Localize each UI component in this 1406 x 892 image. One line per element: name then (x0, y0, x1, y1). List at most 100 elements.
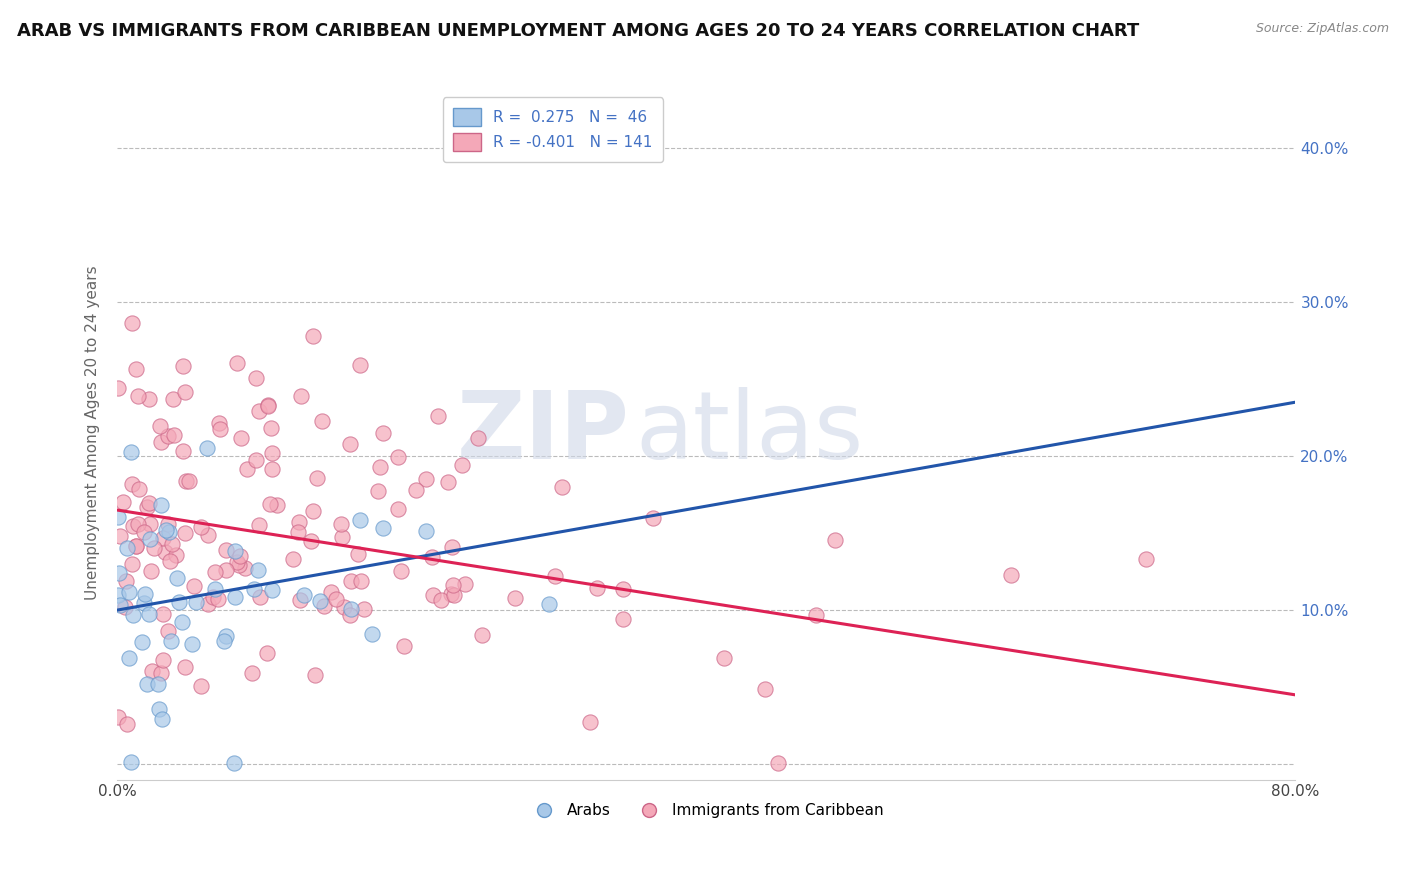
Point (249, 590, 271, 604)
Point (120, 445, 142, 459)
Point (339, 437, 361, 451)
Point (157, 429, 180, 443)
Point (437, 475, 460, 489)
Point (249, 404, 271, 418)
Point (121, 477, 143, 491)
Point (162, 392, 184, 406)
Point (160, 536, 183, 550)
Point (228, 558, 250, 572)
Point (115, 574, 138, 588)
Point (138, 392, 160, 406)
Point (170, 615, 193, 629)
Point (215, 629, 238, 643)
Point (118, 650, 141, 665)
Point (112, 495, 135, 509)
Point (125, 361, 148, 376)
Point (183, 579, 205, 593)
Point (226, 356, 249, 370)
Point (108, 598, 131, 612)
Point (190, 679, 212, 693)
Point (107, 710, 129, 724)
Point (260, 446, 283, 460)
Point (340, 601, 363, 615)
Point (262, 583, 284, 598)
Point (454, 576, 477, 591)
Point (197, 597, 219, 611)
Point (121, 607, 143, 622)
Point (152, 607, 174, 621)
Point (173, 385, 195, 400)
Point (148, 676, 170, 690)
Point (181, 637, 204, 651)
Point (121, 518, 143, 533)
Point (132, 596, 155, 610)
Point (288, 516, 311, 530)
Point (585, 581, 607, 595)
Point (108, 529, 131, 543)
Point (159, 634, 181, 648)
Point (138, 496, 160, 510)
Point (302, 329, 325, 343)
Point (153, 545, 176, 559)
Point (128, 482, 150, 496)
Point (107, 588, 129, 602)
Point (441, 540, 464, 554)
Point (229, 549, 252, 563)
Point (226, 555, 249, 569)
Point (166, 570, 188, 584)
Point (142, 541, 165, 555)
Point (148, 701, 170, 715)
Point (430, 593, 453, 607)
Point (107, 566, 129, 580)
Point (138, 607, 160, 622)
Point (367, 484, 389, 499)
Point (440, 587, 463, 601)
Point (150, 434, 173, 449)
Point (139, 532, 162, 546)
Point (537, 597, 560, 611)
Point (332, 599, 354, 614)
Point (172, 359, 194, 373)
Point (247, 517, 270, 532)
Point (266, 499, 288, 513)
Point (121, 557, 143, 571)
Point (309, 594, 332, 608)
Point (212, 634, 235, 648)
Point (224, 591, 246, 605)
Point (134, 587, 156, 601)
Point (152, 532, 174, 546)
Point (422, 588, 444, 602)
Point (233, 561, 256, 575)
Point (301, 504, 323, 518)
Point (243, 582, 266, 597)
Point (713, 651, 735, 665)
Point (373, 426, 395, 441)
Point (157, 624, 180, 638)
Point (340, 574, 363, 588)
Point (420, 550, 443, 565)
Point (141, 664, 163, 678)
Point (311, 414, 333, 428)
Point (471, 628, 494, 642)
Point (214, 543, 236, 558)
Point (204, 566, 226, 580)
Point (349, 513, 371, 527)
Text: ZIP: ZIP (457, 387, 630, 479)
Text: ARAB VS IMMIGRANTS FROM CARIBBEAN UNEMPLOYMENT AMONG AGES 20 TO 24 YEARS CORRELA: ARAB VS IMMIGRANTS FROM CARIBBEAN UNEMPL… (17, 22, 1139, 40)
Point (149, 418, 172, 433)
Point (152, 653, 174, 667)
Point (368, 460, 391, 475)
Point (150, 498, 173, 512)
Point (503, 591, 526, 605)
Point (347, 547, 370, 561)
Point (415, 472, 437, 486)
Point (330, 530, 353, 544)
Point (139, 565, 162, 579)
Point (441, 578, 464, 592)
Point (125, 539, 148, 553)
Point (292, 588, 315, 602)
Point (195, 441, 218, 455)
Point (287, 525, 309, 540)
Point (236, 462, 259, 476)
Legend: Arabs, Immigrants from Caribbean: Arabs, Immigrants from Caribbean (523, 797, 890, 824)
